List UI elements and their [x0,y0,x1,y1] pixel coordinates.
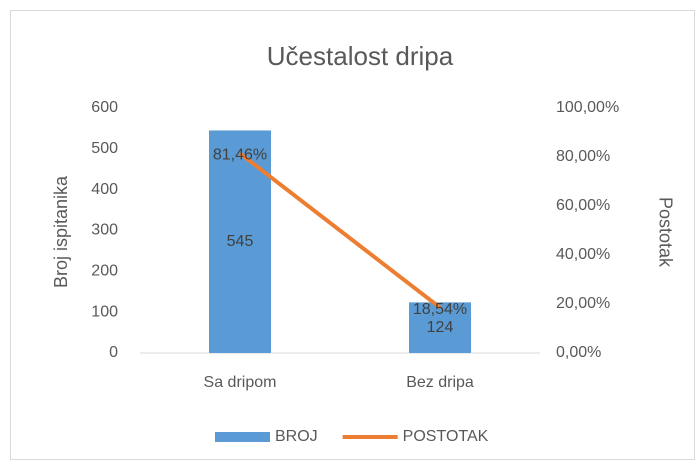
y2-tick-label: 100,00% [556,99,619,116]
bar [409,302,471,353]
chart-border [10,10,695,460]
y-tick-label: 500 [91,140,118,157]
y-tick-label: 200 [91,263,118,280]
y2-axis-label: Postotak [655,197,675,268]
y2-tick-label: 20,00% [556,295,610,312]
x-tick-label: Bez dripa [406,374,474,391]
line [238,151,442,310]
y-axis-label: Broj ispitanika [51,175,71,288]
line-value-label: 18,54% [413,301,467,318]
y2-tick-label: 60,00% [556,197,610,214]
x-tick-label: Sa dripom [204,374,277,391]
legend-label: BROJ [275,428,318,445]
y2-tick-label: 80,00% [556,148,610,165]
y-tick-label: 100 [91,303,118,320]
y2-tick-label: 40,00% [556,246,610,263]
bar-value-label: 124 [427,319,454,336]
y-tick-label: 600 [91,99,118,116]
chart-title: Učestalost dripa [267,41,454,71]
y2-tick-label: 0,00% [556,344,601,361]
line-value-label: 81,46% [213,147,267,164]
y-tick-label: 300 [91,222,118,239]
legend-swatch [215,432,270,442]
legend-label: POSTOTAK [403,428,489,445]
y-tick-label: 400 [91,181,118,198]
y-tick-label: 0 [109,344,118,361]
bar-value-label: 545 [227,233,254,250]
